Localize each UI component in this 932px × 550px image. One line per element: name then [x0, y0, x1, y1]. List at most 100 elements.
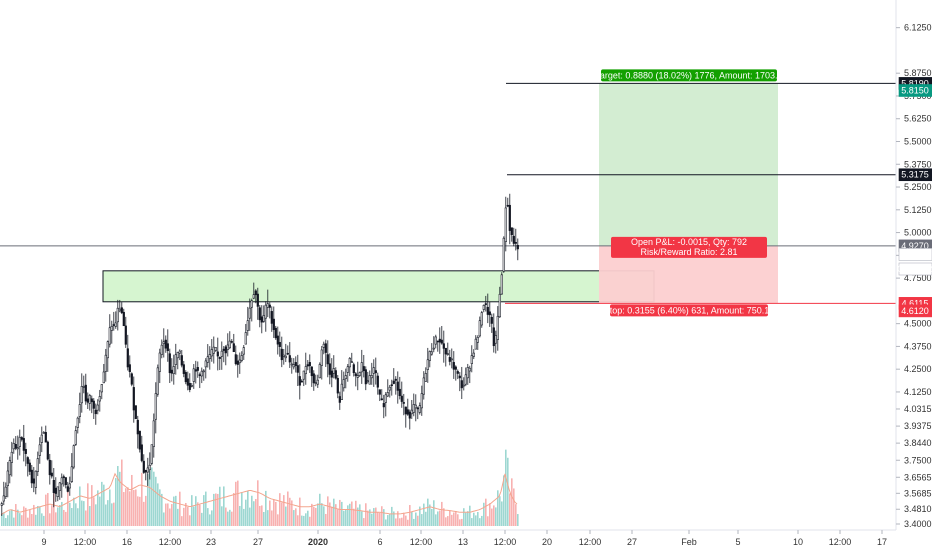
volume-bar — [57, 507, 59, 526]
volume-bar — [317, 503, 319, 526]
candle-body — [238, 359, 241, 364]
volume-bar — [229, 509, 231, 526]
candle-body — [194, 369, 197, 372]
candle-body — [206, 356, 209, 363]
volume-bar — [403, 512, 405, 526]
candle-body — [382, 403, 385, 408]
volume-bar — [507, 457, 509, 526]
candle-body — [370, 375, 373, 379]
time-axis[interactable]: 9 12:00 16 12:00 23 27 2020 6 12:00 13 12:00 20 12:0… — [41, 530, 887, 547]
candle-body — [10, 451, 13, 463]
candle-body — [232, 343, 235, 353]
candle-body — [176, 352, 179, 359]
candle-body — [474, 338, 477, 350]
time-tick-label: 5 — [735, 537, 740, 547]
volume-bar — [463, 508, 465, 526]
candle-body — [316, 379, 319, 385]
candle-body — [364, 369, 367, 385]
open-pnl-label-box — [611, 236, 767, 258]
volume-bars — [1, 449, 519, 526]
volume-bar — [249, 507, 251, 526]
candle-body — [510, 227, 513, 236]
candle-body — [196, 367, 199, 371]
candle-body — [426, 359, 429, 370]
volume-bar — [435, 514, 437, 526]
volume-bar — [125, 488, 127, 526]
candle-body — [246, 320, 249, 331]
candle-body — [496, 315, 499, 340]
target-area[interactable] — [599, 83, 778, 246]
volume-bar — [407, 519, 409, 526]
candle-body — [66, 486, 69, 492]
volume-bar — [379, 512, 381, 526]
volume-bar — [191, 495, 193, 526]
volume-bar — [87, 483, 89, 526]
volume-bar — [461, 518, 463, 526]
candle-body — [296, 365, 299, 373]
risk-reward-text: Risk/Reward Ratio: 2.81 — [640, 247, 737, 257]
volume-bar — [477, 512, 479, 526]
long-position-tool[interactable] — [599, 83, 778, 304]
price-tag-box — [898, 304, 932, 318]
price-tick-label: 4.5000 — [904, 319, 932, 329]
candle-body — [322, 343, 325, 348]
candle-body — [114, 322, 117, 327]
volume-bar — [299, 497, 301, 526]
volume-bar — [411, 511, 413, 526]
volume-bar — [473, 512, 475, 526]
volume-bar — [81, 500, 83, 526]
candle-body — [438, 338, 441, 343]
volume-bar — [33, 504, 35, 526]
volume-bar — [19, 513, 21, 526]
candle-body — [470, 355, 473, 365]
candle-body — [100, 384, 103, 393]
candle-body — [464, 374, 467, 385]
candles — [0, 193, 519, 516]
candle-body — [376, 375, 379, 388]
volume-bar — [91, 485, 93, 526]
volume-bar — [429, 504, 431, 526]
candle-body — [26, 457, 29, 464]
candle-body — [190, 385, 193, 387]
candle-body — [308, 362, 311, 367]
candle-body — [214, 347, 217, 351]
volume-bar — [391, 506, 393, 526]
volume-bar — [311, 503, 313, 526]
volume-bar — [213, 493, 215, 526]
price-tag-label: 4.6120 — [901, 306, 929, 316]
volume-bar — [241, 492, 243, 526]
candle-body — [444, 347, 447, 355]
open-pnl-label: Open P&L: -0.0015, Qty: 792 Risk/Reward … — [611, 236, 767, 258]
volume-bar — [75, 503, 77, 526]
candle-body — [168, 353, 171, 374]
candle-body — [310, 366, 313, 377]
volume-bar — [307, 510, 309, 526]
candle-body — [182, 364, 185, 374]
candle-body — [188, 382, 191, 390]
candle-body — [90, 398, 93, 403]
volume-bar — [29, 509, 31, 526]
volume-bar — [449, 510, 451, 526]
time-tick-label: 23 — [206, 537, 216, 547]
volume-bar — [269, 500, 271, 526]
volume-bar — [511, 478, 513, 526]
support-zone-box[interactable] — [102, 270, 655, 303]
volume-bar — [143, 501, 145, 526]
volume-bar — [481, 515, 483, 526]
volume-bar — [97, 490, 99, 526]
candle-body — [480, 312, 483, 326]
volume-bar — [367, 510, 369, 526]
volume-bar — [69, 502, 71, 526]
volume-bar — [99, 496, 101, 526]
volume-bar — [89, 506, 91, 526]
volume-bar — [517, 514, 519, 526]
candle-body — [154, 393, 157, 420]
candle-body — [122, 311, 125, 327]
volume-bar — [167, 503, 169, 526]
volume-bar — [171, 504, 173, 526]
candle-body — [112, 324, 115, 326]
volume-bar — [103, 484, 105, 526]
candle-body — [412, 404, 415, 413]
time-tick-label: 12:00 — [74, 537, 97, 547]
